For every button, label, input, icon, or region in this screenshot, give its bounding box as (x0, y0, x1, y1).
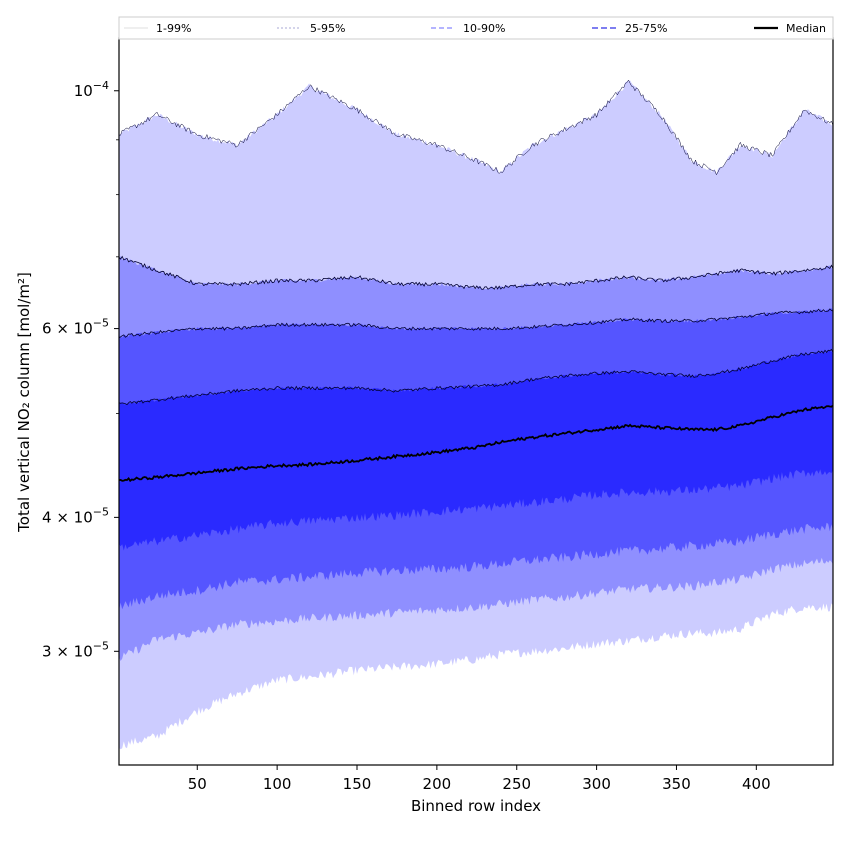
x-tick-label: 100 (263, 775, 292, 793)
band-upper-line-5-95% (118, 255, 834, 290)
band-25-75% (119, 349, 833, 551)
median-line (118, 404, 834, 483)
y-axis-label: Total vertical NO₂ column [mol/m²] (15, 272, 33, 533)
band-upper-line-10-90% (118, 308, 834, 339)
y-tick-label: 10−4 (74, 79, 109, 100)
legend-label: 25-75% (625, 22, 667, 35)
x-tick-label: 250 (502, 775, 531, 793)
x-tick-label: 400 (742, 775, 771, 793)
legend-box (118, 16, 834, 40)
band-upper-line-25-75% (118, 348, 834, 406)
legend-label: Median (786, 22, 826, 35)
band-upper-line-1-99% (118, 79, 834, 176)
x-axis-label: Binned row index (411, 797, 541, 815)
x-axis-ticks: 50 100 150 200 250 300 350 400 (188, 765, 771, 793)
x-tick-label: 350 (662, 775, 691, 793)
y-tick-label: 4 × 10−5 (42, 505, 109, 526)
legend: 1-99% 5-95% 10-90% 25-75% Median (118, 16, 834, 40)
legend-label: 1-99% (156, 22, 191, 35)
x-tick-label: 50 (188, 775, 207, 793)
legend-label: 5-95% (310, 22, 345, 35)
percentile-bands (119, 80, 833, 750)
percentile-lines (118, 79, 834, 483)
x-tick-label: 300 (582, 775, 611, 793)
legend-label: 10-90% (463, 22, 505, 35)
y-tick-label: 6 × 10−5 (42, 317, 109, 338)
x-tick-label: 200 (423, 775, 452, 793)
y-axis-ticks: 10−4 6 × 10−5 4 × 10−5 3 × 10−5 (42, 79, 119, 660)
x-tick-label: 150 (343, 775, 372, 793)
y-tick-label: 3 × 10−5 (42, 639, 109, 660)
